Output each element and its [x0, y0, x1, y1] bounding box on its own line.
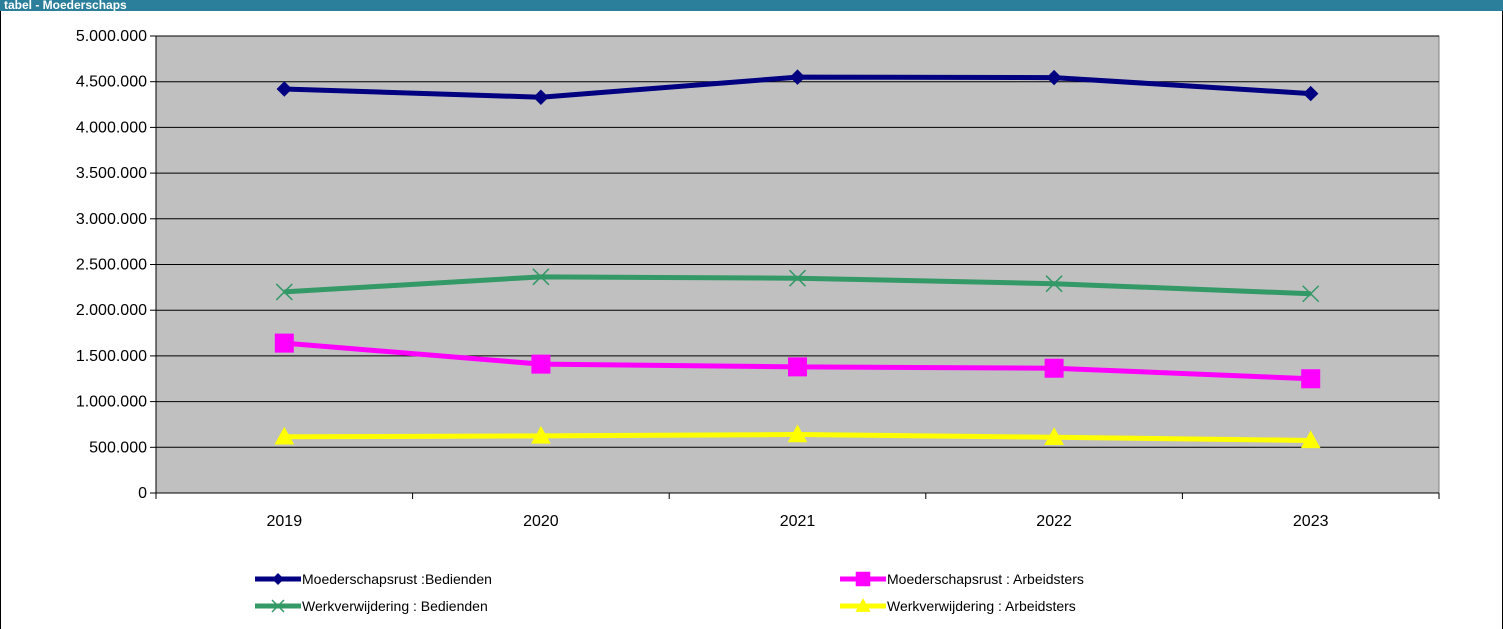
data-point-series-3: [1302, 285, 1320, 303]
legend-label: Werkverwijdering : Arbeidsters: [887, 598, 1076, 614]
data-point-series-4: [531, 425, 551, 444]
y-tick-label: 500.000: [89, 439, 147, 456]
data-point-series-3: [1045, 275, 1063, 293]
legend-label: Werkverwijdering : Bedienden: [302, 598, 488, 614]
data-point-series-1: [1302, 85, 1319, 102]
data-point-series-2: [1044, 358, 1064, 378]
x-tick-label: 2021: [780, 513, 816, 530]
data-point-series-1: [1046, 69, 1062, 86]
data-point-series-2: [531, 354, 551, 374]
frame-border-left: [0, 11, 1, 629]
data-point-series-4: [1044, 427, 1064, 445]
x-tick-label: 2020: [523, 513, 559, 530]
data-point-series-1: [533, 89, 549, 105]
y-tick-label: 3.000.000: [76, 211, 147, 228]
y-tick-label: 0: [138, 485, 147, 502]
y-tick-label: 2.000.000: [76, 302, 147, 319]
legend-marker: [855, 598, 871, 612]
y-tick-label: 4.000.000: [76, 119, 147, 136]
data-point-series-4: [787, 424, 808, 443]
y-tick-label: 2.500.000: [76, 257, 147, 274]
data-point-series-4: [1300, 430, 1321, 449]
data-point-series-1: [789, 69, 806, 85]
window-title-bar: tabel - Moederschaps: [0, 0, 1503, 11]
data-point-series-1: [276, 81, 293, 97]
y-tick-label: 1.500.000: [76, 348, 147, 365]
data-point-series-3: [275, 283, 293, 301]
legend-marker: [271, 599, 285, 613]
data-point-series-2: [788, 357, 807, 377]
data-point-series-3: [532, 268, 550, 286]
legend-label: Moederschapsrust :Bedienden: [302, 571, 492, 587]
y-tick-label: 4.500.000: [76, 74, 147, 91]
data-point-series-2: [274, 333, 294, 353]
y-tick-label: 3.500.000: [76, 165, 147, 182]
data-point-series-3: [788, 269, 807, 287]
x-tick-label: 2019: [267, 513, 303, 530]
data-point-series-2: [1301, 369, 1321, 389]
legend-marker: [855, 571, 871, 587]
legend-marker: [272, 573, 284, 585]
legend-label: Moederschapsrust : Arbeidsters: [887, 571, 1084, 587]
y-tick-label: 5.000.000: [76, 28, 147, 45]
y-tick-label: 1.000.000: [76, 394, 147, 411]
x-tick-label: 2023: [1293, 513, 1329, 530]
data-point-series-4: [274, 426, 295, 445]
x-tick-label: 2022: [1036, 513, 1072, 530]
